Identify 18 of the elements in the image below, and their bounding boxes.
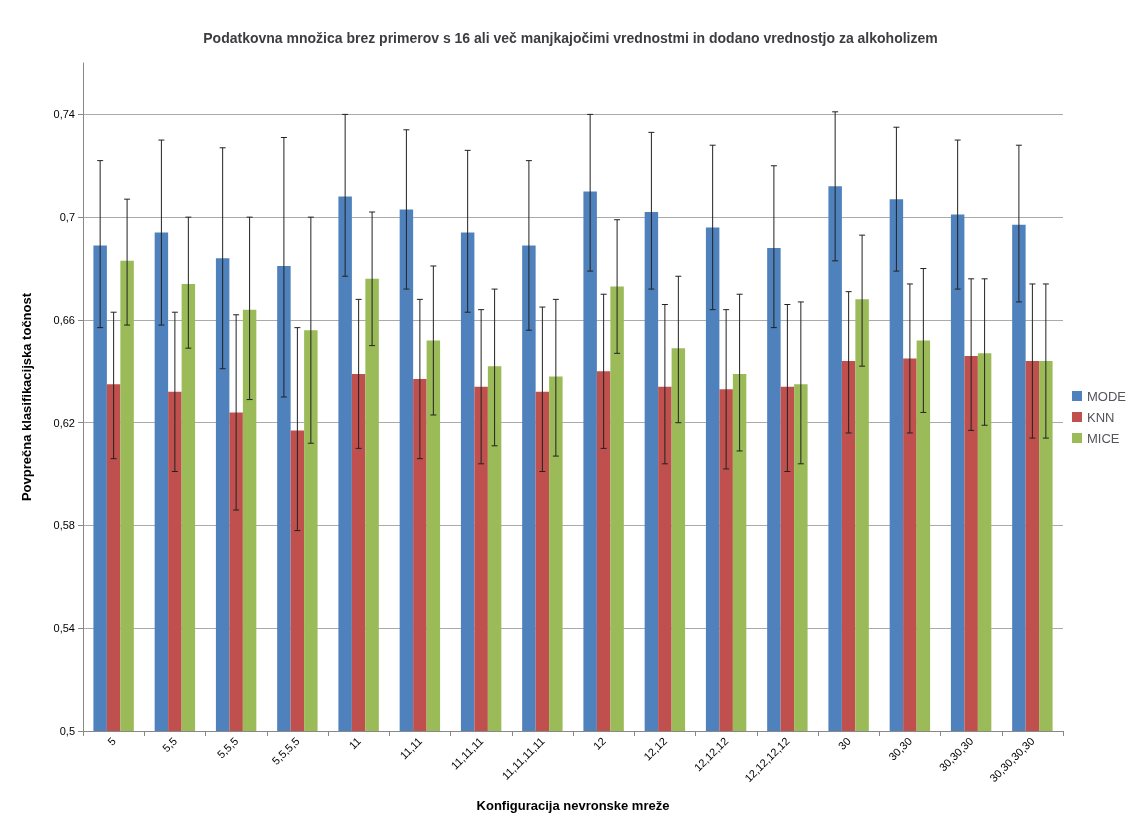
y-tick-label: 0,5 bbox=[59, 725, 75, 737]
y-tick-label: 0,54 bbox=[53, 622, 75, 635]
y-tick-label: 0,58 bbox=[53, 519, 75, 532]
chart-title: Podatkovna množica brez primerov s 16 ali več manjkajočimi vrednostmi in dodano vrednostjo za alkoholizem bbox=[203, 30, 938, 46]
x-tick-label: 11 bbox=[346, 734, 363, 752]
x-axis-title: Konfiguracija nevronske mreže bbox=[476, 798, 670, 813]
x-tick-label: 5 bbox=[105, 734, 118, 748]
legend-label: MICE bbox=[1087, 430, 1120, 446]
legend-label: MODE bbox=[1087, 388, 1127, 404]
legend-label: KNN bbox=[1087, 409, 1115, 425]
y-tick-label: 0,66 bbox=[53, 313, 75, 326]
y-tick-label: 0,74 bbox=[53, 108, 75, 121]
y-tick-label: 0,62 bbox=[53, 416, 75, 429]
x-tick-label: 30 bbox=[835, 734, 853, 752]
y-tick-label: 0,7 bbox=[59, 211, 75, 224]
x-tick-label: 5,5 bbox=[159, 734, 180, 755]
x-tick-label: 12 bbox=[590, 734, 608, 752]
y-axis-title: Povprečna klasifikacijska točnost bbox=[19, 292, 34, 502]
